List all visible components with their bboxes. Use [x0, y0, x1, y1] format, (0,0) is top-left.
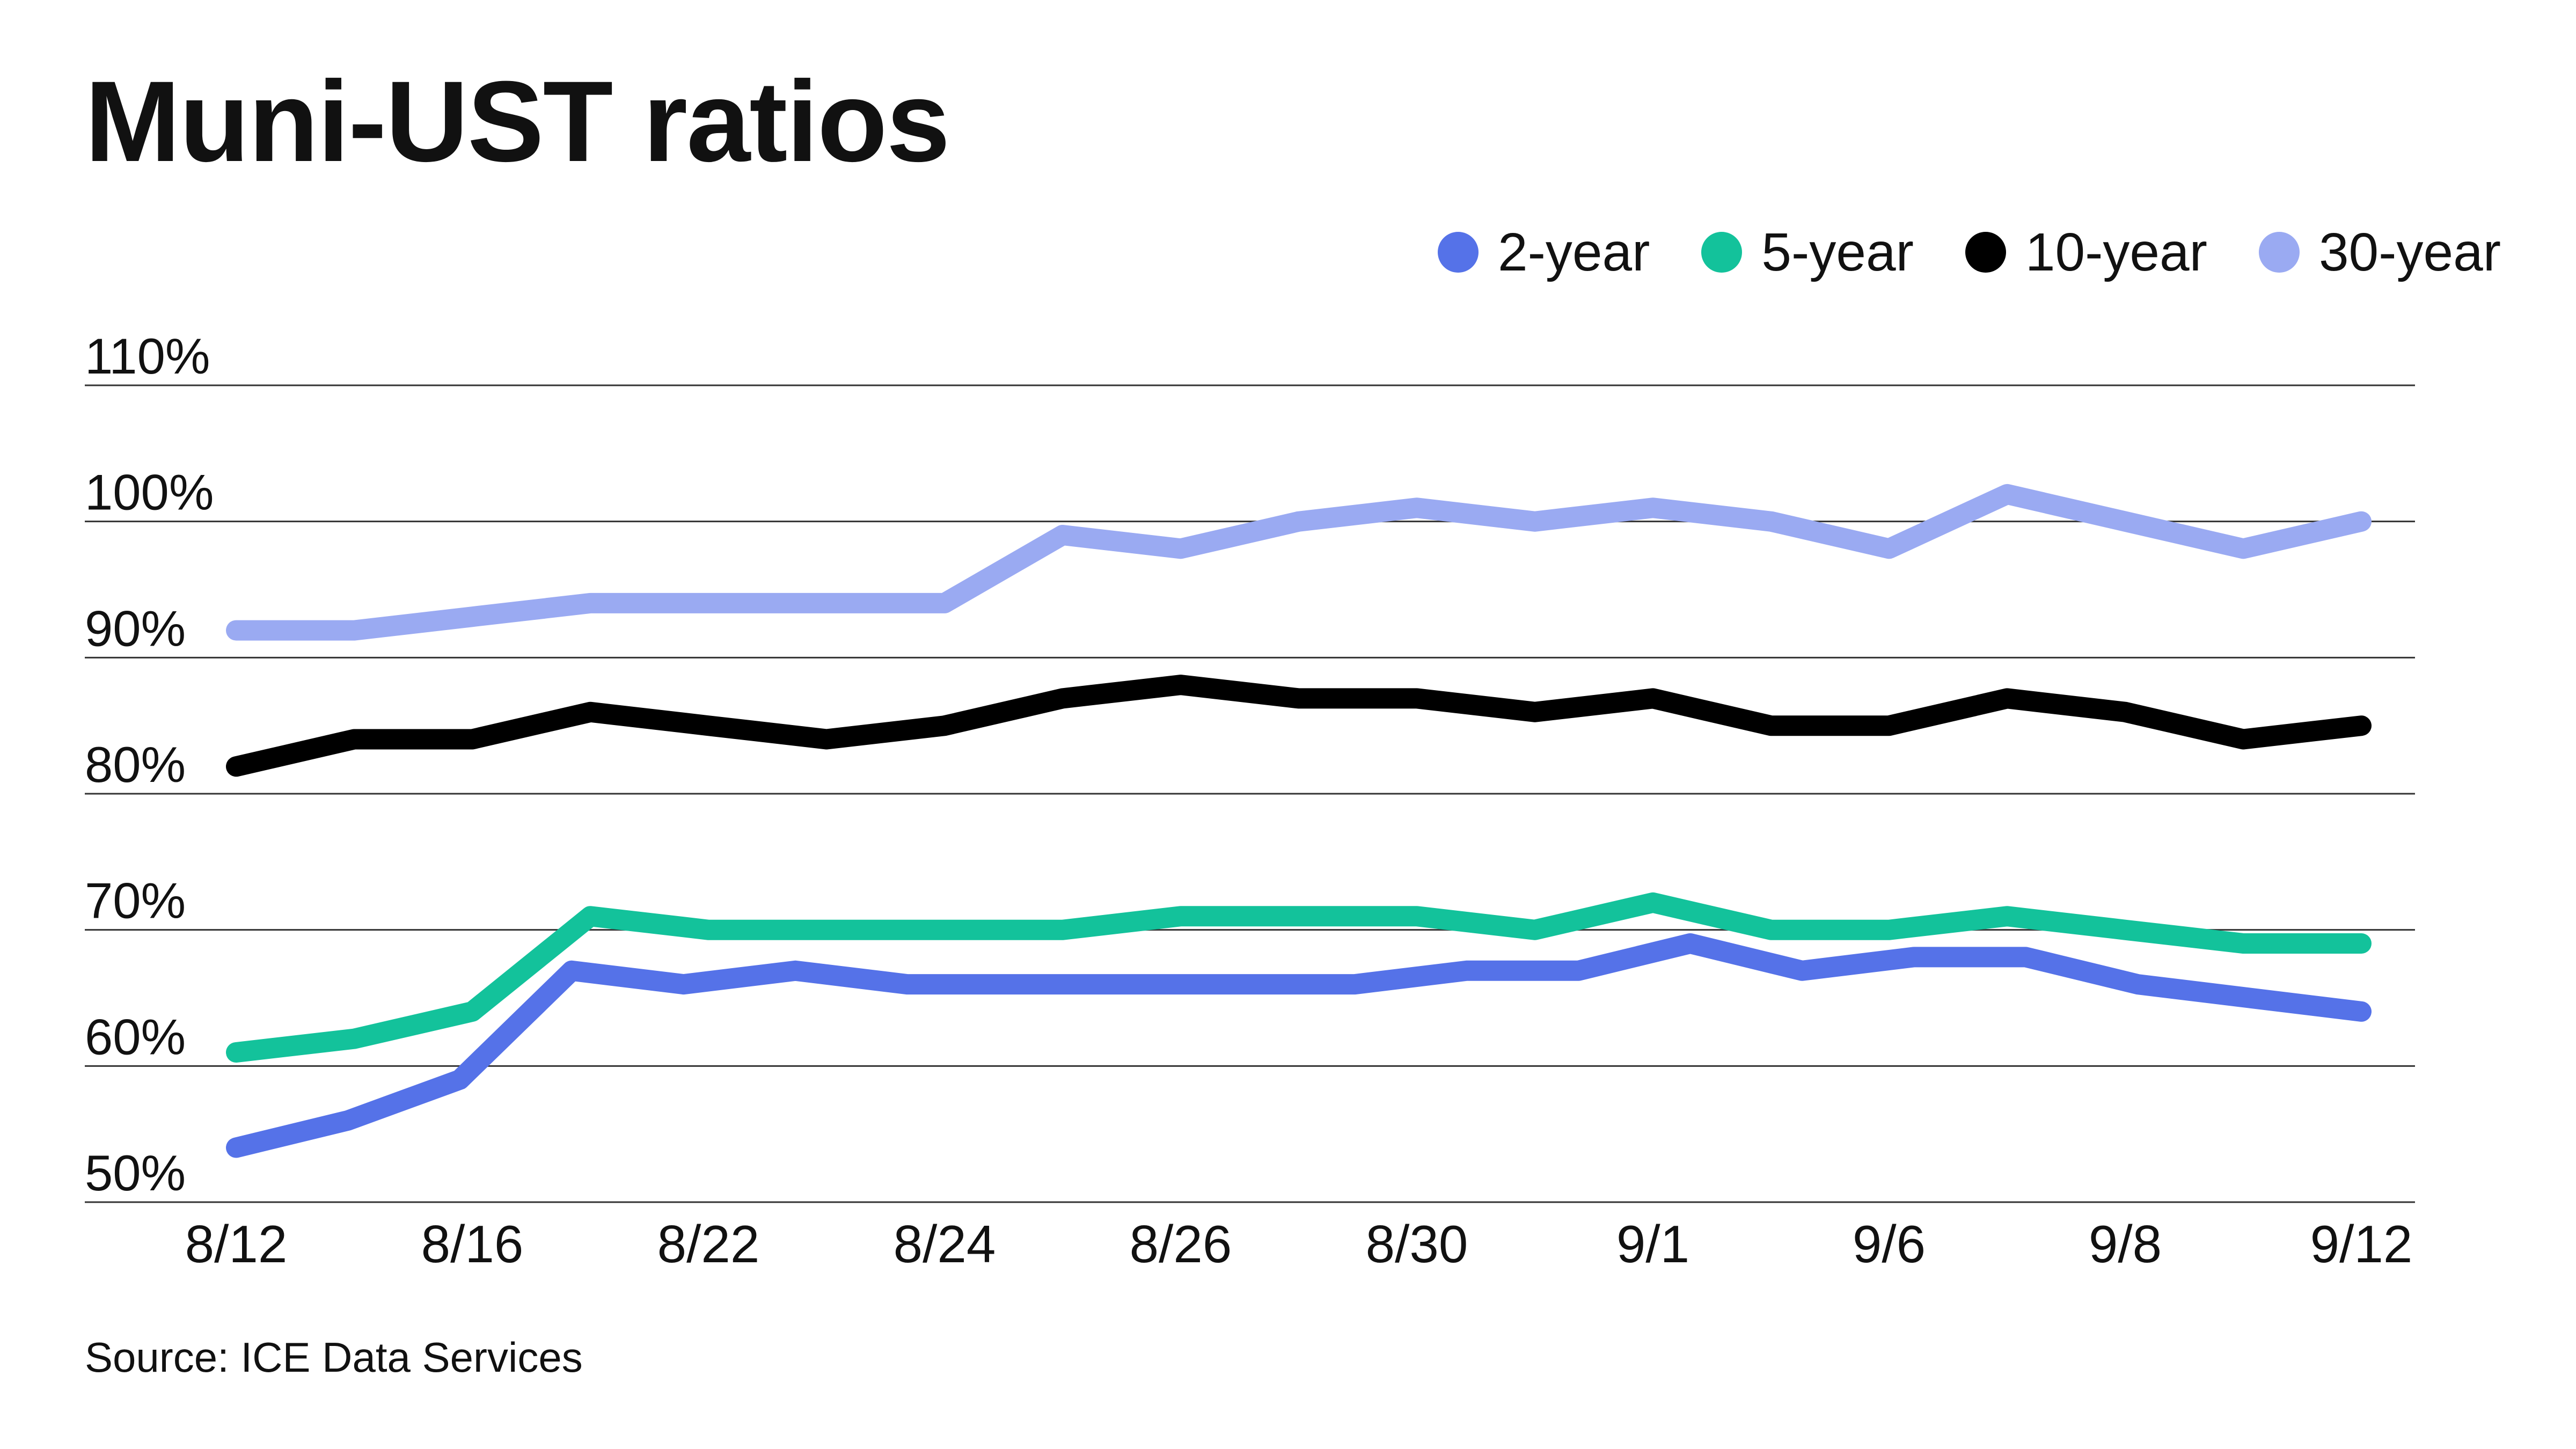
legend-label-5-year: 5-year	[1761, 222, 1914, 282]
series-line-2-year	[226, 933, 2372, 1158]
legend-item-5-year: 5-year	[1701, 222, 1914, 282]
legend-label-2-year: 2-year	[1497, 222, 1650, 282]
legend-swatch-10-year	[1965, 232, 2006, 273]
y-axis-ticks: 50% 60% 70% 80% 90% 100% 110%	[85, 328, 214, 1201]
legend-swatch-2-year	[1437, 232, 1479, 273]
x-tick-label: 8/12	[185, 1214, 288, 1274]
series-line-10-year	[226, 675, 2372, 777]
y-tick-label: 60%	[85, 1008, 186, 1065]
x-tick-label: 9/12	[2310, 1214, 2413, 1274]
source-note: Source: ICE Data Services	[85, 1334, 583, 1381]
y-tick-label: 80%	[85, 736, 186, 793]
legend-item-10-year: 10-year	[1965, 225, 2207, 279]
chart-title: Muni-UST ratios	[85, 57, 950, 186]
y-tick-label: 100%	[85, 464, 214, 521]
legend-item-2-year: 2-year	[1437, 222, 1650, 282]
legend-item-30-year: 30-year	[2258, 222, 2501, 282]
series-lines	[226, 484, 2372, 1158]
y-tick-label: 70%	[85, 873, 186, 929]
series-line-5-year	[226, 892, 2372, 1063]
chart-legend: 2-year 5-year 10-year 30-year	[1437, 222, 2501, 282]
x-tick-label: 8/16	[421, 1214, 524, 1274]
x-tick-label: 9/8	[2089, 1214, 2162, 1274]
legend-swatch-5-year	[1701, 232, 1743, 273]
y-tick-label: 110%	[85, 328, 210, 384]
x-tick-label: 9/1	[1616, 1214, 1689, 1274]
legend-swatch-30-year	[2258, 232, 2300, 273]
gridlines	[85, 384, 2415, 1203]
y-tick-label: 50%	[85, 1145, 186, 1201]
legend-label-10-year: 10-year	[2025, 222, 2207, 282]
y-tick-label: 90%	[85, 600, 186, 656]
x-tick-label: 8/30	[1366, 1214, 1468, 1274]
x-tick-label: 8/24	[894, 1214, 996, 1274]
x-tick-label: 8/22	[657, 1214, 760, 1274]
x-axis-ticks: 8/12 8/16 8/22 8/24 8/26 8/30 9/1 9/6 9/8 9/12	[185, 1214, 2413, 1274]
legend-label-30-year: 30-year	[2318, 222, 2501, 282]
series-line-30-year	[226, 484, 2372, 641]
x-tick-label: 9/6	[1853, 1214, 1926, 1274]
x-tick-label: 8/26	[1130, 1214, 1232, 1274]
